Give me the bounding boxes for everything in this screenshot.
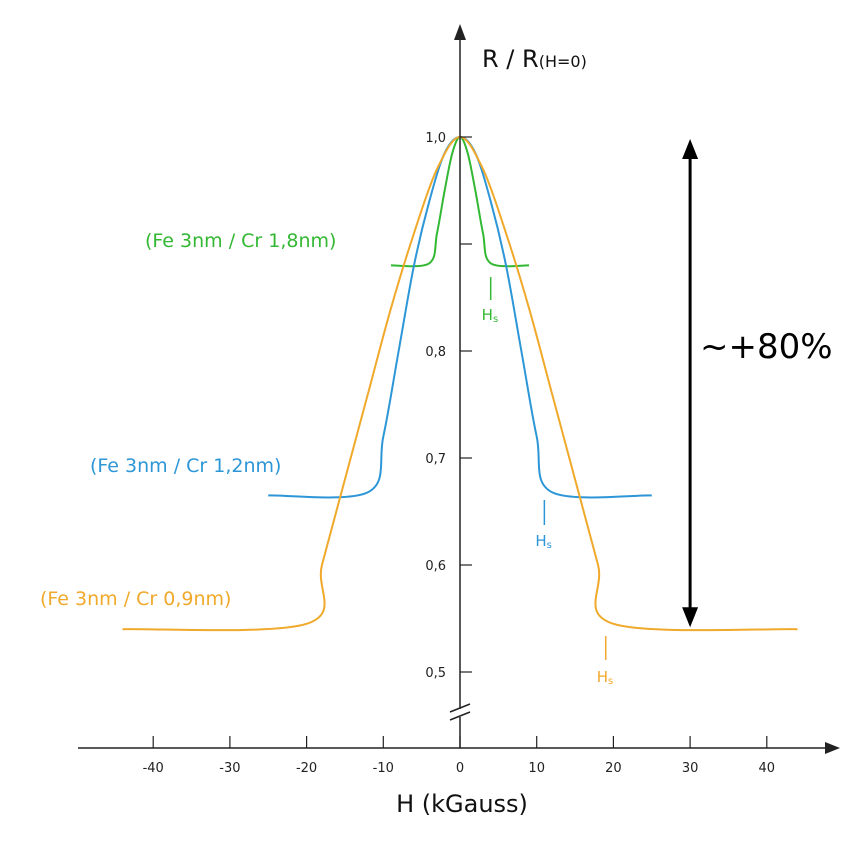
x-axis-title: H (kGauss) [396, 790, 528, 818]
hs-marker-label: Hs [597, 668, 614, 687]
x-axis-arrow [825, 742, 840, 754]
y-tick-label: 0,8 [425, 345, 446, 360]
y-axis-title: R / R(H=0) [482, 45, 587, 73]
axis-break-slash [449, 711, 471, 721]
axis-break-gap [452, 709, 468, 717]
x-tick-label: -10 [373, 761, 394, 776]
x-tick-label: -20 [296, 761, 317, 776]
y-tick-label: 0,6 [425, 559, 446, 574]
x-tick-label: -40 [143, 761, 164, 776]
y-tick-label: 0,7 [425, 452, 446, 467]
y-axis-arrow [454, 24, 466, 40]
axes-layer: -40 -30 -20 -10 0 10 20 30 40 0,5 0,6 0,7 0,8 1,0 [78, 24, 840, 776]
series-label: (Fe 3nm / Cr 1,2nm) [90, 455, 281, 477]
series-label: (Fe 3nm / Cr 1,8nm) [145, 230, 336, 252]
delta-arrow-head-top [682, 139, 699, 159]
y-axis-title-sub: (H=0) [539, 52, 587, 71]
axis-break-slash [449, 703, 471, 713]
x-ticks: -40 -30 -20 -10 0 10 20 30 40 [143, 736, 775, 776]
annotation-layer: ~+80% [682, 139, 833, 628]
y-axis-break-mark [449, 703, 471, 721]
series-layer: (Fe 3nm / Cr 1,8nm) Hs (Fe 3nm / Cr 1,2nm)… [40, 135, 798, 687]
x-tick-label: 20 [605, 761, 622, 776]
delta-arrow-head-bottom [682, 607, 699, 628]
x-tick-label: 10 [528, 761, 545, 776]
x-tick-label: 0 [456, 761, 464, 776]
x-tick-label: 30 [682, 761, 699, 776]
y-ticks: 0,5 0,6 0,7 0,8 1,0 [425, 131, 472, 681]
series-label: (Fe 3nm / Cr 0,9nm) [40, 588, 231, 610]
hs-marker-label: Hs [482, 306, 499, 325]
y-axis-title-main: R / R [482, 45, 539, 73]
hs-marker-label: Hs [535, 532, 552, 551]
y-tick-label: 0,5 [425, 666, 446, 681]
delta-annotation-label: ~+80% [700, 327, 833, 367]
y-tick-label: 1,0 [425, 131, 446, 146]
x-tick-label: 40 [759, 761, 776, 776]
x-tick-label: -30 [219, 761, 240, 776]
